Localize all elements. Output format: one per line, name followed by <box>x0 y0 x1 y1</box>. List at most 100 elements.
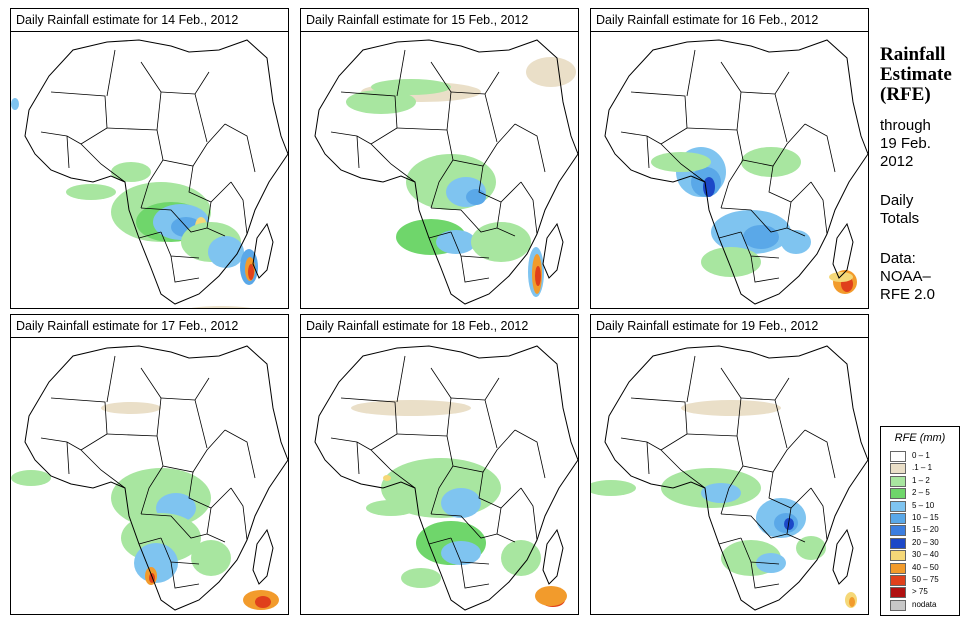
country-border <box>720 513 788 539</box>
country-border <box>720 207 788 233</box>
legend-label: 2 – 5 <box>912 488 930 498</box>
africa-rainfall-map <box>314 345 578 611</box>
rainfall-area <box>66 184 116 200</box>
country-border <box>484 93 498 143</box>
country-border <box>224 429 256 479</box>
panel-title: Daily Rainfall estimate for 18 Feb., 201… <box>301 315 578 338</box>
country-border <box>224 123 256 173</box>
rainfall-area <box>248 264 254 280</box>
country-border <box>630 397 688 451</box>
rainfall-area <box>436 230 476 254</box>
rainfall-area <box>111 162 151 182</box>
country-border <box>50 397 108 451</box>
data-source: NOAA– <box>880 268 931 285</box>
through-year: 2012 <box>880 153 914 170</box>
country-border <box>106 367 162 437</box>
country-border <box>428 231 452 239</box>
country-border <box>230 181 248 235</box>
africa-coastline <box>604 39 868 305</box>
country-border <box>430 513 498 539</box>
legend-swatch <box>890 475 906 487</box>
madagascar-outline <box>542 528 564 585</box>
country-border <box>430 465 454 515</box>
legend-label: 1 – 2 <box>912 475 930 485</box>
rainfall-area <box>701 483 741 503</box>
country-border <box>370 449 416 489</box>
rainfall-area <box>371 79 451 95</box>
madagascar-outline <box>252 528 274 585</box>
map-panel-15-feb: Daily Rainfall estimate for 15 Feb., 201… <box>300 8 579 309</box>
country-border <box>750 255 780 283</box>
country-border <box>686 355 696 403</box>
legend-label: 40 – 50 <box>912 562 939 572</box>
rainfall-area <box>346 90 416 114</box>
country-border <box>356 135 360 169</box>
country-border <box>80 143 126 183</box>
legend-swatch <box>890 562 906 574</box>
country-border <box>106 355 116 403</box>
legend-title: RFE (mm) <box>894 432 946 444</box>
africa-rainfall-map <box>604 39 868 305</box>
country-border <box>460 255 490 283</box>
country-border <box>138 231 162 239</box>
rainfall-area <box>849 597 855 607</box>
map-panel-14-feb: Daily Rainfall estimate for 14 Feb., 201… <box>10 8 289 309</box>
country-border <box>718 231 742 239</box>
madagascar-outline <box>832 222 854 279</box>
country-border <box>396 49 406 97</box>
country-border <box>660 449 706 489</box>
country-border <box>520 487 538 541</box>
panel-title: Daily Rainfall estimate for 15 Feb., 201… <box>301 9 578 32</box>
legend-swatch <box>890 500 906 512</box>
country-border <box>514 429 546 479</box>
legend-swatch <box>890 550 906 562</box>
rainfall-area <box>651 152 711 172</box>
country-border <box>50 91 108 145</box>
country-border <box>720 465 744 515</box>
legend-label: .1 – 1 <box>912 463 933 473</box>
africa-coastline <box>314 39 578 305</box>
africa-rainfall-map <box>314 39 578 305</box>
rainfall-area <box>741 147 801 177</box>
legend-swatch <box>890 537 906 549</box>
country-border <box>370 143 416 183</box>
country-border <box>520 181 538 235</box>
country-border <box>340 91 398 145</box>
africa-coastline <box>24 39 288 305</box>
country-border <box>460 561 490 589</box>
country-border <box>810 487 828 541</box>
legend-label: 5 – 10 <box>912 500 935 510</box>
africa-rainfall-map <box>11 345 288 611</box>
country-border <box>140 513 208 539</box>
rainfall-area <box>471 222 531 262</box>
legend-label: 50 – 75 <box>912 575 939 584</box>
africa-coastline <box>24 345 288 611</box>
country-border <box>80 449 126 489</box>
country-border <box>140 207 208 233</box>
rainfall-area <box>101 402 161 414</box>
legend-label: nodata <box>912 599 937 609</box>
country-border <box>188 471 232 509</box>
country-border <box>170 561 200 589</box>
country-border <box>804 429 836 479</box>
legend-label: > 75 <box>912 587 928 597</box>
panel-title: Daily Rainfall estimate for 16 Feb., 201… <box>591 9 868 32</box>
legend-swatch <box>890 587 906 599</box>
country-border <box>774 399 788 449</box>
country-border <box>230 487 248 541</box>
rainfall-area <box>466 189 486 205</box>
rainfall-area <box>703 177 715 197</box>
map-panel-16-feb: Daily Rainfall estimate for 16 Feb., 201… <box>590 8 869 309</box>
country-border <box>356 441 360 475</box>
rainfall-area <box>208 236 244 268</box>
rainfall-area <box>743 225 779 249</box>
legend-swatch <box>890 488 906 500</box>
title-line: Estimate <box>880 64 952 85</box>
country-border <box>646 135 650 169</box>
legend-swatch <box>890 525 906 537</box>
country-border <box>750 561 780 589</box>
map-panel-19-feb: Daily Rainfall estimate for 19 Feb., 201… <box>590 314 869 615</box>
country-border <box>774 93 788 143</box>
madagascar-outline <box>832 528 854 585</box>
country-border <box>810 181 828 235</box>
